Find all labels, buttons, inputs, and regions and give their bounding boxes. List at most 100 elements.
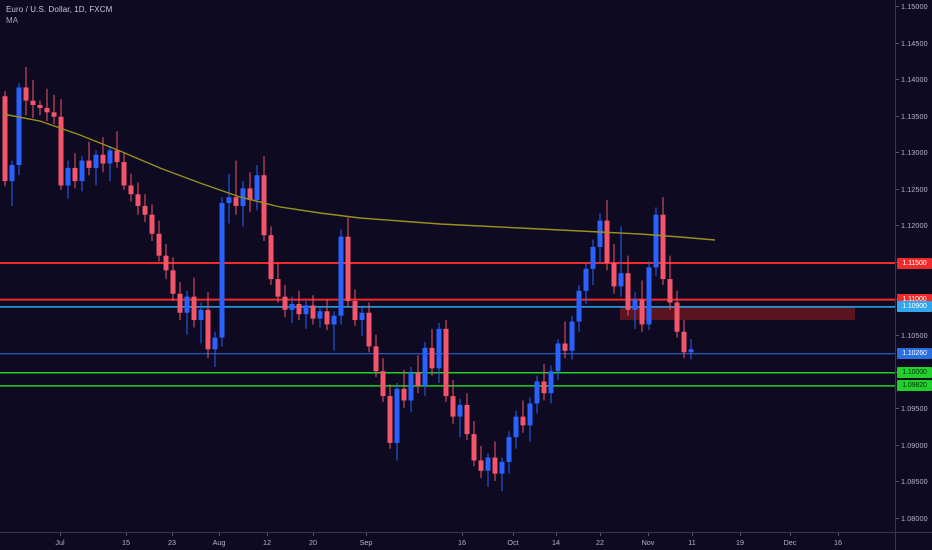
candle-body bbox=[212, 337, 218, 350]
candle-body bbox=[310, 305, 316, 319]
time-tick-mark bbox=[313, 533, 314, 536]
candle-body bbox=[401, 388, 407, 401]
time-tick-label: 16 bbox=[458, 538, 466, 547]
price-tick-mark bbox=[896, 518, 899, 519]
candle-body bbox=[198, 309, 204, 321]
candle-body bbox=[16, 87, 22, 165]
time-tick-mark bbox=[556, 533, 557, 536]
candle-body bbox=[58, 116, 64, 186]
time-tick-label: Jul bbox=[55, 538, 65, 547]
time-tick-mark bbox=[172, 533, 173, 536]
time-axis[interactable]: Jul 15 23 Aug 12 20 Sep 16 Oct 14 22 Nov 11 19 Dec 16 bbox=[0, 532, 932, 550]
candle-body bbox=[86, 160, 92, 168]
time-tick-mark bbox=[790, 533, 791, 536]
price-tick-mark bbox=[896, 188, 899, 190]
candle-body bbox=[373, 346, 379, 372]
candle-body bbox=[485, 457, 491, 471]
time-tick-label: 23 bbox=[168, 538, 176, 547]
candle-body bbox=[604, 220, 610, 263]
candle-body bbox=[569, 321, 575, 351]
candle-body bbox=[352, 301, 358, 321]
price-tick-label: 1.08000 bbox=[901, 514, 928, 523]
candle-body bbox=[177, 293, 183, 313]
candle-body bbox=[429, 347, 435, 369]
price-tick-mark bbox=[896, 115, 899, 117]
candlestick-series bbox=[2, 66, 694, 492]
candle-body bbox=[135, 194, 141, 206]
candle-body bbox=[149, 214, 155, 234]
price-axis[interactable]: 1.15000 1.14500 1.14000 1.13500 1.13000 1.125… bbox=[895, 0, 932, 532]
price-tick-mark bbox=[896, 481, 899, 483]
price-tag-blue[interactable]: 1.10260 bbox=[897, 348, 932, 360]
price-tick-mark bbox=[896, 408, 899, 410]
time-tick-mark bbox=[513, 533, 514, 536]
time-tick-mark bbox=[648, 533, 649, 536]
candle-body bbox=[408, 372, 414, 401]
candle-body bbox=[79, 160, 85, 182]
price-tag-red[interactable]: 1.11500 bbox=[897, 257, 932, 269]
time-tick-mark bbox=[267, 533, 268, 536]
ma-polyline bbox=[2, 113, 716, 241]
candle-body bbox=[170, 270, 176, 294]
price-tick-mark bbox=[896, 335, 899, 337]
candle-body bbox=[618, 273, 624, 287]
price-tag-cyan[interactable]: 1.10900 bbox=[897, 301, 932, 313]
candle-body bbox=[163, 255, 169, 271]
time-tick-label: Oct bbox=[507, 538, 519, 547]
candle-body bbox=[555, 343, 561, 372]
price-tick-mark bbox=[896, 225, 899, 227]
candle-body bbox=[366, 312, 372, 347]
time-tick-label: 19 bbox=[736, 538, 744, 547]
candle-body bbox=[674, 302, 680, 332]
candle-body bbox=[443, 328, 449, 397]
time-tick-label: 14 bbox=[552, 538, 560, 547]
candle-body bbox=[72, 167, 78, 182]
price-tick-mark bbox=[896, 42, 899, 44]
candle-body bbox=[282, 296, 288, 310]
candle-body bbox=[219, 203, 225, 338]
candle-body bbox=[303, 305, 309, 315]
candle-body bbox=[254, 175, 260, 201]
price-tick-label: 1.09500 bbox=[901, 404, 928, 414]
candle-body bbox=[534, 381, 540, 404]
price-tick-mark bbox=[896, 444, 899, 446]
time-tick-label: 22 bbox=[596, 538, 604, 547]
candle-body bbox=[387, 396, 393, 443]
candle-body bbox=[611, 263, 617, 287]
time-tick-label: Aug bbox=[212, 538, 226, 547]
price-tick-label: 1.14500 bbox=[901, 38, 928, 48]
time-tick-mark bbox=[366, 533, 367, 536]
price-tag-green[interactable]: 1.09820 bbox=[897, 380, 932, 392]
candle-body bbox=[688, 349, 694, 353]
candle-body bbox=[9, 164, 15, 182]
candle-body bbox=[660, 214, 666, 280]
candle-body bbox=[205, 309, 211, 350]
candle-body bbox=[30, 100, 36, 106]
time-tick-label: Nov bbox=[641, 538, 655, 547]
candle-body bbox=[562, 343, 568, 351]
time-tick-label: Sep bbox=[359, 538, 373, 547]
price-tag-red[interactable]: 1.11000 bbox=[897, 294, 932, 306]
chart-plot-area[interactable] bbox=[0, 0, 896, 532]
price-tag-green[interactable]: 1.10000 bbox=[897, 367, 932, 379]
time-tick-label: 11 bbox=[688, 538, 696, 547]
candle-body bbox=[436, 328, 442, 369]
candle-body bbox=[590, 246, 596, 269]
moving-average-line bbox=[2, 113, 716, 241]
candle-body bbox=[681, 331, 687, 353]
candle-body bbox=[597, 220, 603, 247]
candle-body bbox=[191, 296, 197, 321]
candle-body bbox=[506, 437, 512, 462]
candle-body bbox=[289, 303, 295, 310]
candle-body bbox=[520, 416, 526, 426]
price-tick-label: 1.14000 bbox=[901, 75, 928, 85]
candle-body bbox=[639, 299, 645, 325]
candle-body bbox=[324, 311, 330, 325]
candle-body bbox=[359, 312, 365, 321]
price-tick-label: 1.15000 bbox=[901, 2, 928, 11]
candle-body bbox=[2, 96, 8, 182]
candle-body bbox=[513, 416, 519, 438]
candle-body bbox=[541, 381, 547, 394]
candle-body bbox=[380, 371, 386, 397]
candle-body bbox=[464, 404, 470, 435]
